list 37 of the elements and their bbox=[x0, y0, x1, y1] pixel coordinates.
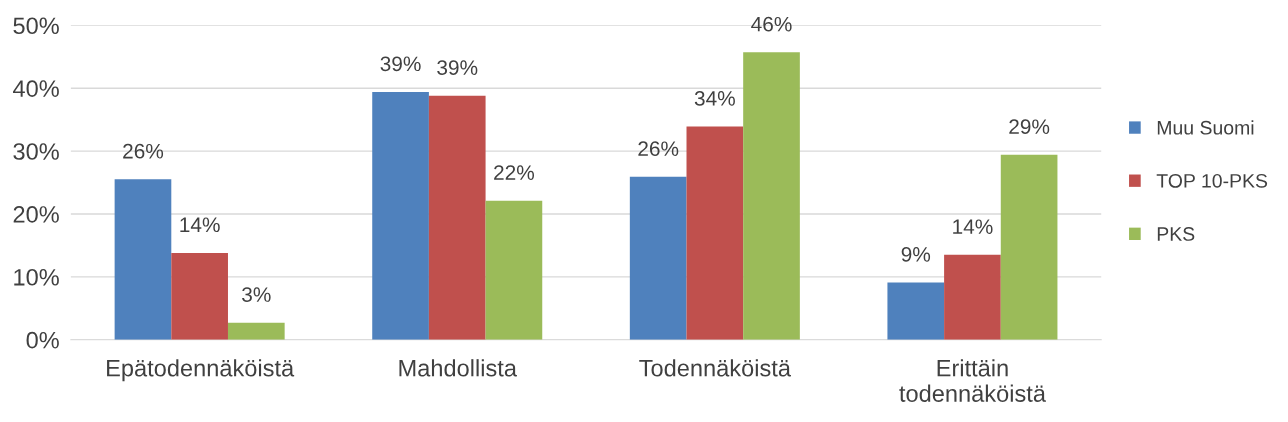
data-label: 9% bbox=[901, 246, 931, 262]
data-label: 22% bbox=[494, 165, 535, 180]
x-tick-label: Epätodennäköistä bbox=[107, 359, 295, 382]
data-label: 34% bbox=[694, 91, 735, 106]
x-tick-label: Mahdollista bbox=[399, 359, 517, 377]
y-tick-label: 20% bbox=[13, 206, 59, 223]
legend-label: Muu Suomi bbox=[1157, 120, 1254, 135]
x-tick-label: Erittäin todennäköistä bbox=[899, 359, 1046, 402]
data-label: 26% bbox=[123, 143, 164, 159]
data-label: 14% bbox=[180, 217, 220, 233]
bar bbox=[629, 176, 687, 340]
data-label: 39% bbox=[380, 56, 421, 72]
y-tick-label: 30% bbox=[13, 143, 59, 160]
data-label: 26% bbox=[638, 141, 679, 157]
y-tick-label: 0% bbox=[26, 331, 59, 349]
bar bbox=[686, 126, 744, 340]
bar bbox=[944, 254, 1001, 340]
y-tick-label: 50% bbox=[13, 17, 59, 35]
y-tick-label: 40% bbox=[13, 80, 59, 97]
bar bbox=[171, 252, 228, 340]
bar bbox=[485, 200, 543, 340]
data-label: 46% bbox=[751, 16, 792, 32]
data-label: 3% bbox=[242, 287, 271, 302]
bar bbox=[372, 91, 429, 340]
bar bbox=[743, 52, 800, 340]
data-label: 14% bbox=[953, 219, 993, 234]
legend-label: PKS bbox=[1157, 227, 1195, 241]
bar bbox=[428, 95, 486, 340]
legend-label: TOP 10-PKS bbox=[1156, 173, 1268, 188]
y-tick-label: 10% bbox=[14, 268, 59, 286]
bar bbox=[114, 179, 172, 340]
data-label: 39% bbox=[437, 60, 478, 75]
data-label: 29% bbox=[1009, 119, 1050, 135]
bar bbox=[227, 322, 285, 340]
bar bbox=[887, 282, 945, 340]
bar bbox=[1000, 154, 1058, 340]
x-tick-label: Todennäköistä bbox=[639, 359, 791, 377]
